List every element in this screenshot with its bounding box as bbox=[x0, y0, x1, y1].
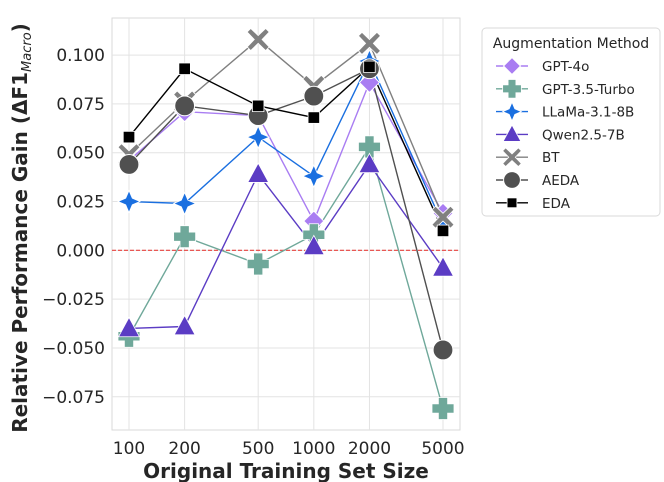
data-point-qwen2-5-7b bbox=[358, 152, 381, 174]
legend-marker-gpt-4o bbox=[502, 56, 522, 76]
legend-label: EDA bbox=[542, 196, 571, 212]
data-point-bt bbox=[357, 31, 382, 55]
data-point-gpt-3-5-turbo bbox=[173, 225, 197, 249]
data-point-llama-3-1-8b bbox=[172, 191, 197, 216]
legend-label: AEDA bbox=[542, 173, 580, 189]
data-point-llama-3-1-8b bbox=[301, 164, 326, 189]
data-point-aeda bbox=[174, 95, 196, 117]
legend-label: Qwen2.5-7B bbox=[542, 127, 625, 143]
legend-marker-qwen2-5-7b bbox=[502, 124, 522, 142]
legend-box bbox=[481, 27, 661, 217]
series-line-aeda bbox=[128, 67, 444, 351]
y-tick-label: 0.000 bbox=[56, 241, 105, 261]
data-point-bt bbox=[431, 205, 455, 229]
y-tick-label: −0.050 bbox=[42, 339, 105, 359]
series-line-qwen2-5-7b bbox=[128, 163, 444, 330]
x-tick-label: 1000 bbox=[292, 439, 335, 459]
data-point-eda bbox=[436, 224, 450, 237]
axes: −0.075 −0.050 −0.025 0.000 0.025 0.050 0.075 0.… bbox=[8, 23, 465, 482]
legend-item-gpt-4o: GPT-4o bbox=[496, 56, 589, 76]
legend-item-eda: EDA bbox=[496, 196, 571, 212]
legend-marker-llama-3-1-8b bbox=[501, 101, 523, 122]
series-line-gpt-4o bbox=[128, 80, 444, 223]
data-point-qwen2-5-7b bbox=[302, 234, 325, 256]
data-point-qwen2-5-7b bbox=[431, 256, 455, 277]
y-tick-label: 0.025 bbox=[56, 193, 105, 213]
legend-marker-aeda bbox=[503, 171, 521, 189]
y-tick-label: 0.075 bbox=[56, 95, 105, 115]
legend-item-bt: BT bbox=[496, 147, 560, 168]
grid bbox=[111, 17, 461, 431]
legend-label: LLaMa-3.1-8B bbox=[542, 105, 634, 121]
data-point-eda bbox=[363, 60, 376, 73]
data-point-eda bbox=[122, 130, 136, 144]
y-tick-label: 0.050 bbox=[56, 144, 105, 164]
data-point-eda bbox=[307, 111, 320, 124]
legend: Augmentation Method GPT-4o GPT-3.5-Turbo LL… bbox=[481, 27, 661, 217]
legend-label: GPT-3.5-Turbo bbox=[542, 82, 635, 98]
legend-item-qwen2-5-7b: Qwen2.5-7B bbox=[496, 124, 625, 143]
legend-title: Augmentation Method bbox=[493, 36, 649, 52]
data-point-gpt-3-5-turbo bbox=[358, 135, 381, 159]
x-tick-label: 5000 bbox=[421, 439, 464, 459]
legend-label: GPT-4o bbox=[542, 59, 589, 75]
x-axis-title: Original Training Set Size bbox=[143, 459, 429, 482]
y-tick-label: 0.100 bbox=[56, 46, 105, 66]
data-point-bt bbox=[246, 27, 270, 52]
data-point-aeda bbox=[303, 85, 325, 107]
data-point-qwen2-5-7b bbox=[173, 314, 196, 336]
legend-item-aeda: AEDA bbox=[496, 171, 580, 189]
data-point-qwen2-5-7b bbox=[247, 162, 270, 183]
legend-item-llama-3-1-8b: LLaMa-3.1-8B bbox=[496, 101, 634, 122]
legend-marker-eda bbox=[506, 197, 518, 209]
data-point-eda bbox=[178, 62, 191, 75]
x-tick-label: 100 bbox=[113, 439, 145, 459]
y-tick-label: −0.075 bbox=[42, 388, 105, 408]
data-point-qwen2-5-7b bbox=[117, 316, 141, 338]
series-line-eda bbox=[128, 65, 444, 232]
y-axis-title: Relative Performance Gain (ΔF1Macro) bbox=[8, 23, 35, 433]
legend-marker-gpt-3-5-turbo bbox=[502, 79, 522, 99]
x-tick-label: 200 bbox=[168, 439, 200, 459]
series-line-gpt-3-5-turbo bbox=[128, 145, 444, 409]
data-point-aeda bbox=[432, 339, 454, 361]
x-tick-label: 2000 bbox=[348, 439, 391, 459]
series bbox=[116, 27, 456, 420]
data-point-llama-3-1-8b bbox=[116, 189, 142, 214]
plot-area bbox=[111, 17, 461, 431]
data-point-eda bbox=[252, 99, 265, 113]
legend-marker-bt bbox=[502, 147, 522, 168]
legend-label: BT bbox=[542, 150, 560, 166]
data-point-llama-3-1-8b bbox=[246, 125, 271, 150]
data-point-aeda bbox=[118, 154, 140, 175]
data-point-gpt-3-5-turbo bbox=[246, 252, 270, 276]
y-tick-label: −0.025 bbox=[42, 290, 105, 310]
legend-item-gpt-3-5-turbo: GPT-3.5-Turbo bbox=[496, 79, 635, 99]
data-point-gpt-3-5-turbo bbox=[431, 397, 455, 420]
x-tick-label: 500 bbox=[242, 439, 274, 459]
